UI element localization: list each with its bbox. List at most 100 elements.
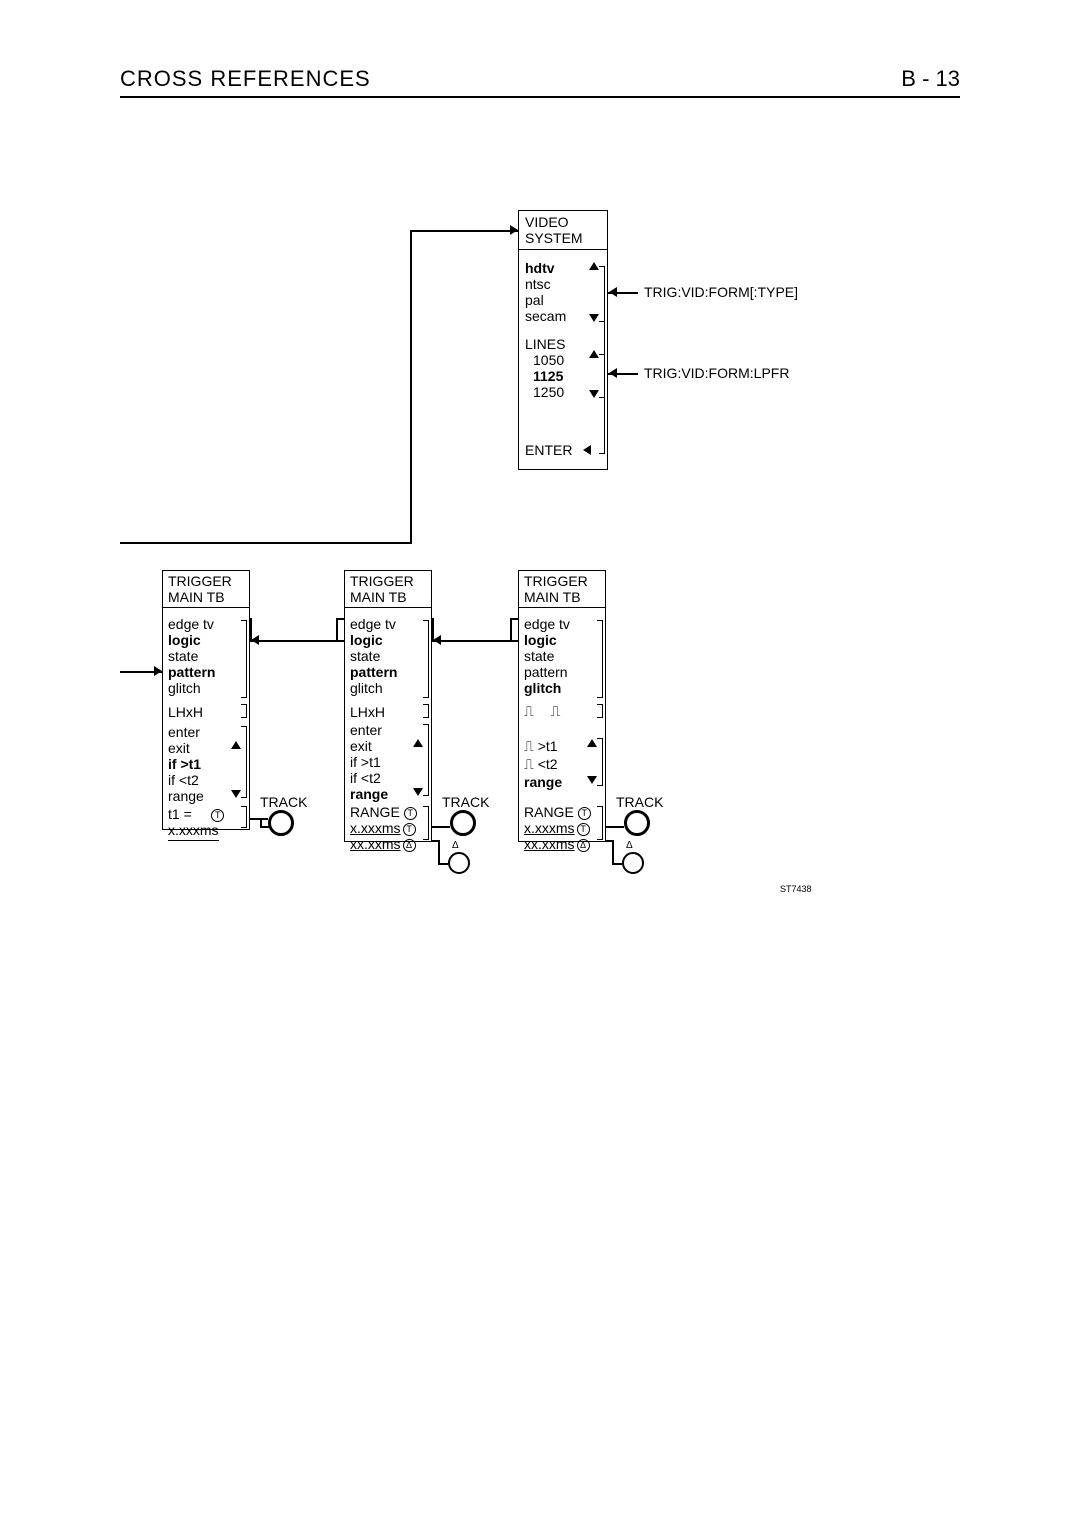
connector-line [510,618,518,620]
m3-state: state [524,648,554,666]
m1-track: TRACK [260,794,307,812]
lines-1050: 1050 [533,352,564,370]
m1-t1: t1 = T [168,806,224,824]
cmd-vid-form-lpfr: TRIG:VID:FORM:LPFR [644,365,789,383]
delta-knob-icon [448,852,470,874]
figure-id: ST7438 [780,884,812,894]
bracket [241,806,247,828]
lines-label: LINES [525,336,565,354]
arrow-right-icon [154,666,162,676]
up-icon [589,350,599,358]
m3-val1: x.xxxmsT [524,820,590,838]
connector-line [432,840,440,842]
arrow-left-icon [251,635,259,645]
m2-glitch: glitch [350,680,383,698]
m3-gt1: ⎍ >t1 [524,738,558,757]
m2-val2: xx.xxmsΔ [350,836,416,854]
m1-edge: edge tv [168,616,214,634]
page-header: CROSS REFERENCES B - 13 [120,66,960,98]
knob-icon [450,810,476,836]
bracket [423,724,429,796]
menu3-body: edge tv logic state pattern glitch ⎍ ⎍ ⎍… [518,608,606,842]
delta-knob-icon [622,852,644,874]
bracket [597,806,603,840]
m2-sub: LHxH [350,704,385,722]
connector-line [250,818,268,820]
m2-exit: exit [350,738,372,756]
down-icon [231,790,241,798]
down-icon [589,314,599,322]
menu1-title2: MAIN TB [168,589,225,607]
m1-ift1: if >t1 [168,756,201,774]
m1-enter: enter [168,724,200,742]
bracket [423,704,429,718]
m2-edge: edge tv [350,616,396,634]
arrow-left-icon [609,368,617,378]
opt-pal: pal [525,292,544,310]
m1-val: x.xxxms [168,822,219,841]
bracket [423,806,429,840]
bracket [597,704,603,718]
arrow-right-icon [510,225,518,235]
menu-diagram: VIDEO SYSTEM hdtv ntsc pal secam LINES 1… [120,100,960,880]
video-system-body: hdtv ntsc pal secam LINES 1050 1125 1250… [518,250,608,470]
opt-secam: secam [525,308,566,326]
bracket [597,738,603,786]
connector-line [432,826,450,828]
down-icon [587,776,597,784]
m1-logic: logic [168,632,201,650]
connector-line [612,863,622,865]
connector-line [612,840,614,864]
arrow-left-icon [609,287,617,297]
m2-ift2: if <t2 [350,770,381,788]
m3-track: TRACK [616,794,663,812]
video-label: VIDEO [525,214,569,232]
m3-glitch: glitch [524,680,561,698]
m3-lt2: ⎍ <t2 [524,756,558,775]
m1-glitch: glitch [168,680,201,698]
m3-range: range [524,774,562,792]
connector-line [432,640,518,642]
down-icon [413,788,423,796]
lines-1250: 1250 [533,384,564,402]
enter-label: ENTER [525,442,572,460]
cmd-vid-form-type: TRIG:VID:FORM[:TYPE] [644,284,798,302]
connector-line [438,840,440,864]
bracket [241,620,247,698]
m3-range-lbl: RANGET [524,804,591,822]
bracket [597,620,603,698]
m3-pattern: pattern [524,664,568,682]
delta-symbol: Δ [452,840,459,853]
menu1-title-box: TRIGGER MAIN TB [162,570,250,608]
m1-state: state [168,648,198,666]
m2-logic: logic [350,632,383,650]
page-title: CROSS REFERENCES [120,66,371,92]
connector-line [410,230,412,544]
connector-line [260,826,269,828]
m2-ift1: if >t1 [350,754,381,772]
m1-sub: LHxH [168,704,203,722]
connector-line [336,618,344,620]
connector-line [606,840,614,842]
up-icon [589,262,599,270]
menu2-body: edge tv logic state pattern glitch LHxH … [344,608,432,842]
lines-1125: 1125 [533,368,563,386]
m3-logic: logic [524,632,557,650]
m2-pattern: pattern [350,664,397,682]
menu3-title1: TRIGGER [524,573,588,591]
menu3-title2: MAIN TB [524,589,581,607]
connector-line [606,826,624,828]
m3-edge: edge tv [524,616,570,634]
menu1-title1: TRIGGER [168,573,232,591]
video-system-title-box: VIDEO SYSTEM [518,210,608,250]
outer-bracket [599,266,605,454]
up-icon [231,741,241,749]
opt-ntsc: ntsc [525,276,551,294]
knob-icon [268,810,294,836]
arrow-left-icon [433,635,441,645]
connector-line [120,542,410,544]
m3-pulse-glyph: ⎍ ⎍ [524,704,560,722]
system-label: SYSTEM [525,230,583,248]
connector-line [410,230,518,232]
menu2-title2: MAIN TB [350,589,407,607]
